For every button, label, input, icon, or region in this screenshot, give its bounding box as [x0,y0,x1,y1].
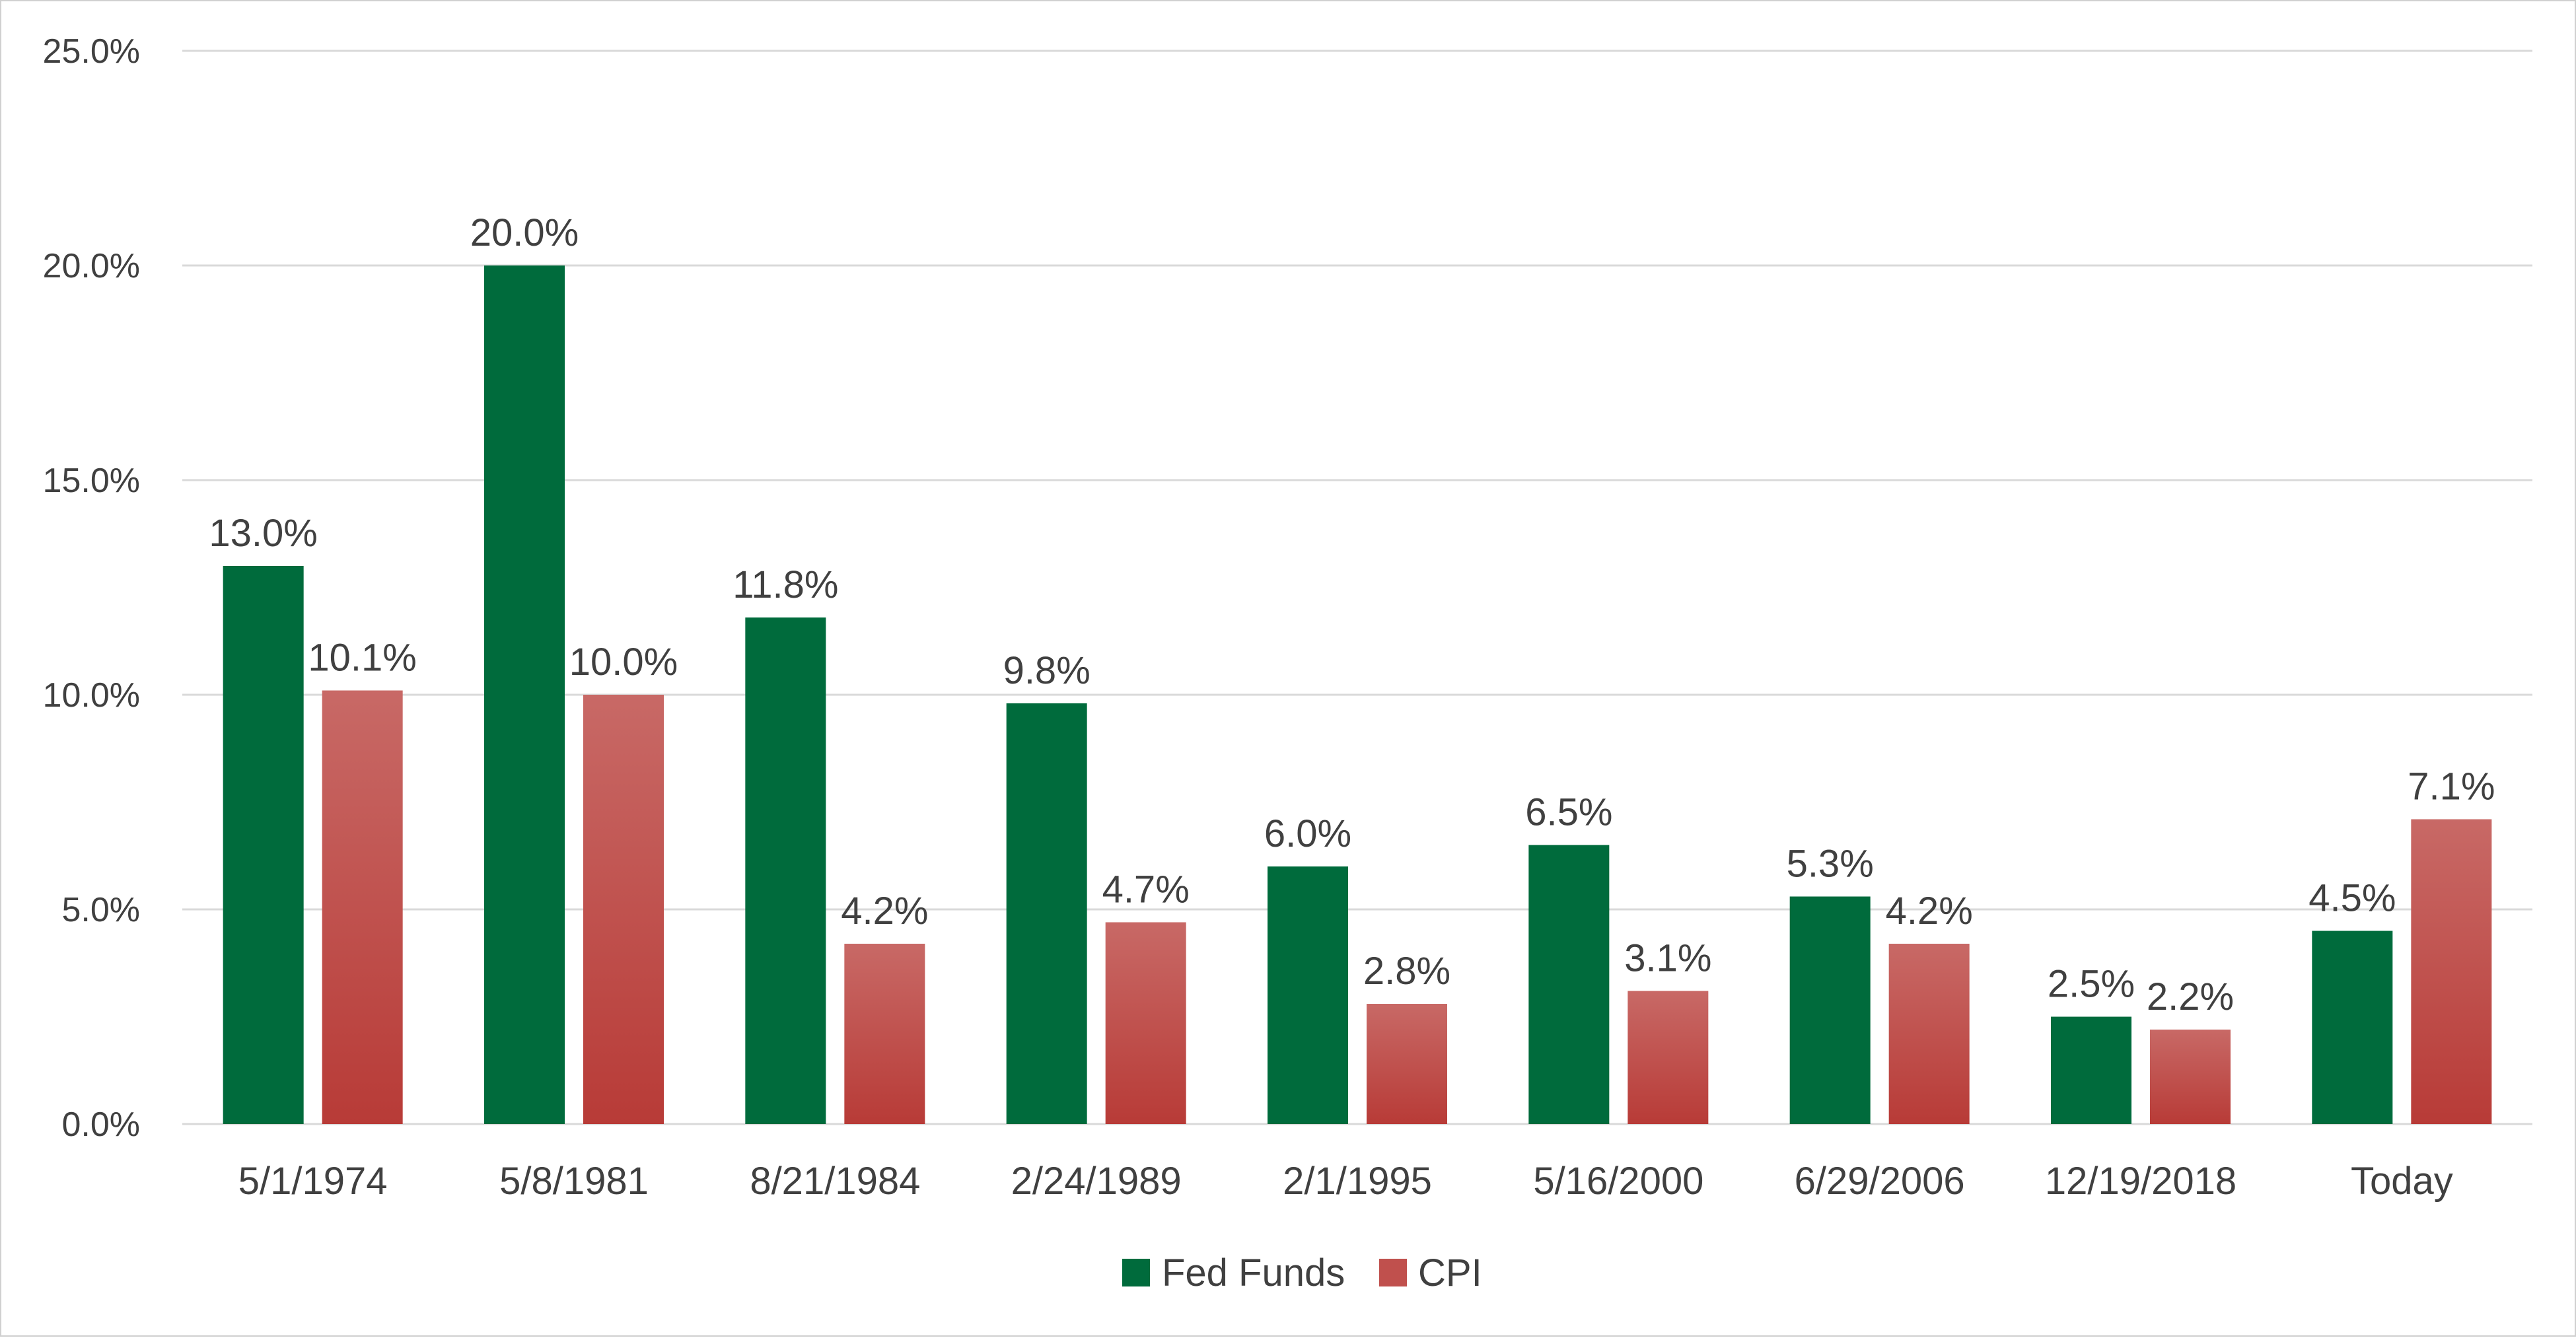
bar-cpi [844,944,925,1124]
gridlines [182,50,2532,1125]
data-label: 6.0% [1264,812,1351,855]
x-category-label: 12/19/2018 [2045,1160,2236,1203]
data-label: 5.3% [1787,843,1874,886]
legend-swatch-cpi [1379,1259,1407,1286]
y-tick-label: 0.0% [61,1106,140,1144]
data-labels: 13.0% 10.1% 20.0% 10.0% 11.8% 4.2% 9.8% 4.7% 6.0… [209,211,2495,1018]
bar-cpi [583,695,664,1124]
bar-fed-funds [1789,896,1871,1124]
bar-cpi [1367,1004,1447,1124]
data-label: 4.5% [2308,877,2396,920]
bar-fed-funds [484,265,565,1124]
bar-fed-funds [745,617,826,1124]
data-label: 4.7% [1102,868,1190,911]
bar-cpi [1888,944,1970,1124]
bar-cpi [2150,1030,2231,1124]
bar-fed-funds [2051,1016,2131,1124]
y-tick-label: 5.0% [61,891,140,929]
x-category-label: 5/1/1974 [238,1160,388,1203]
x-category-label: 2/24/1989 [1011,1160,1182,1203]
bar-cpi [322,690,403,1124]
y-axis-ticks: 0.0% 5.0% 10.0% 15.0% 20.0% 25.0% [43,32,140,1144]
bars [223,265,2492,1124]
x-category-label: 6/29/2006 [1795,1160,1965,1203]
data-label: 4.2% [841,890,928,933]
data-label: 20.0% [470,211,579,254]
bar-cpi [2411,819,2492,1124]
legend: Fed Funds CPI [1122,1251,1482,1294]
data-label: 9.8% [1003,649,1091,692]
x-category-label: 5/8/1981 [499,1160,649,1203]
bar-fed-funds [1006,703,1087,1124]
data-label: 10.0% [569,641,678,684]
data-label: 13.0% [209,512,317,555]
data-label: 2.8% [1363,950,1450,993]
x-category-label: 8/21/1984 [750,1160,920,1203]
bar-fed-funds [1268,866,1348,1124]
bar-fed-funds [223,566,304,1124]
data-label: 3.1% [1624,937,1711,980]
data-label: 10.1% [308,637,416,680]
legend-swatch-fed-funds [1122,1259,1150,1286]
data-label: 7.1% [2408,765,2495,808]
data-label: 4.2% [1886,890,1973,933]
bar-fed-funds [1528,845,1610,1124]
legend-label: Fed Funds [1162,1251,1345,1294]
x-category-label: 5/16/2000 [1533,1160,1703,1203]
y-tick-label: 25.0% [43,32,140,71]
y-tick-label: 20.0% [43,247,140,285]
y-tick-label: 10.0% [43,676,140,715]
x-axis-categories: 5/1/1974 5/8/1981 8/21/1984 2/24/1989 2/1/19… [238,1160,2453,1203]
x-category-label: Today [2351,1160,2453,1203]
data-label: 11.8% [733,563,838,606]
bar-cpi [1628,991,1709,1124]
bar-fed-funds [2312,931,2393,1124]
data-label: 2.5% [2048,963,2135,1006]
bar-cpi [1105,922,1186,1124]
data-label: 6.5% [1525,791,1612,834]
x-category-label: 2/1/1995 [1283,1160,1432,1203]
y-tick-label: 15.0% [43,462,140,500]
data-label: 2.2% [2147,975,2234,1018]
legend-label: CPI [1418,1251,1482,1294]
